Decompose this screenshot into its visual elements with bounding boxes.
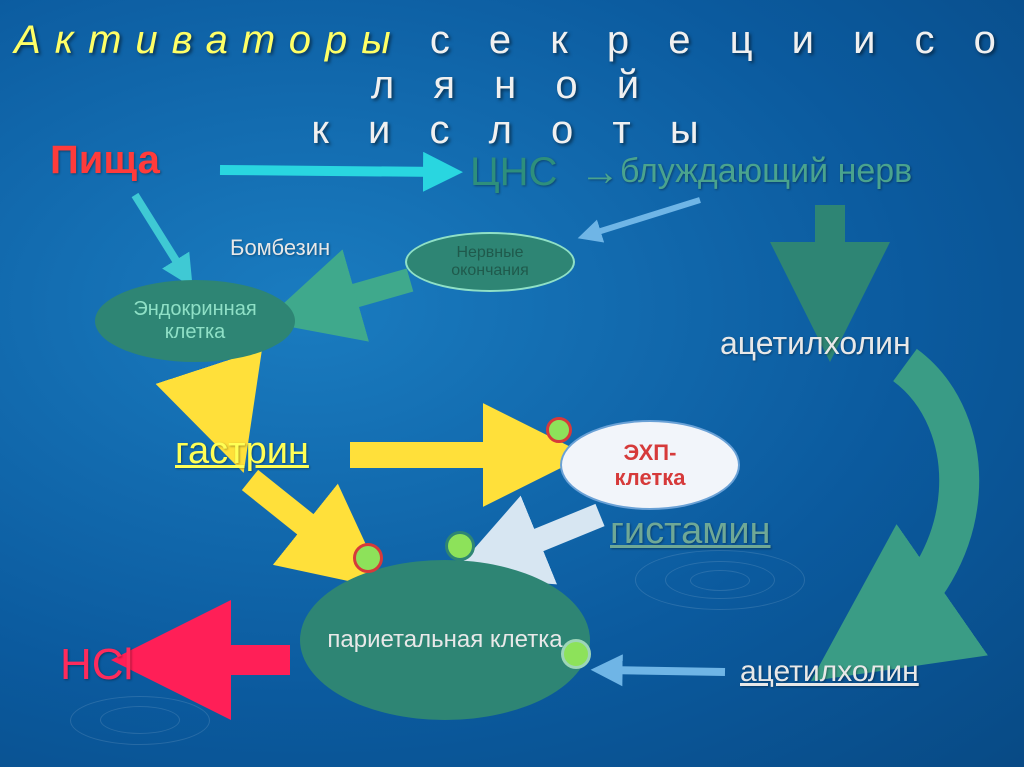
receptor-dot bbox=[561, 639, 591, 669]
receptor-dot bbox=[546, 417, 572, 443]
title-rest-1: с е к р е ц и и с о л я н о й bbox=[371, 18, 1010, 107]
node-endocrine: Эндокринная клетка bbox=[95, 280, 295, 362]
title-emphasis: Активаторы bbox=[14, 18, 405, 62]
receptor-dot bbox=[353, 543, 383, 573]
receptor-dot bbox=[445, 531, 475, 561]
label-ach1: ацетилхолин bbox=[720, 325, 911, 362]
ripple bbox=[635, 550, 805, 610]
label-hcl: HCl bbox=[60, 640, 133, 690]
label-vagus: блуждающий нерв bbox=[620, 152, 912, 191]
label-histamine: гистамин bbox=[610, 510, 771, 553]
node-nerve_endings: Нервные окончания bbox=[405, 232, 575, 292]
label-food: Пища bbox=[50, 138, 160, 183]
node-parietal: париетальная клетка bbox=[300, 560, 590, 720]
ripple bbox=[70, 696, 210, 745]
node-echp: ЭХП- клетка bbox=[560, 420, 740, 510]
label-cns_arrow: → bbox=[580, 150, 620, 195]
title-line-2: к и с л о т ы bbox=[311, 108, 712, 152]
label-cns: ЦНС bbox=[470, 150, 557, 195]
label-ach2: ацетилхолин bbox=[740, 655, 919, 689]
label-gastrin: гастрин bbox=[175, 430, 309, 473]
label-bombesin: Бомбезин bbox=[230, 235, 330, 261]
slide-title: Активаторы с е к р е ц и и с о л я н о й… bbox=[0, 18, 1024, 153]
